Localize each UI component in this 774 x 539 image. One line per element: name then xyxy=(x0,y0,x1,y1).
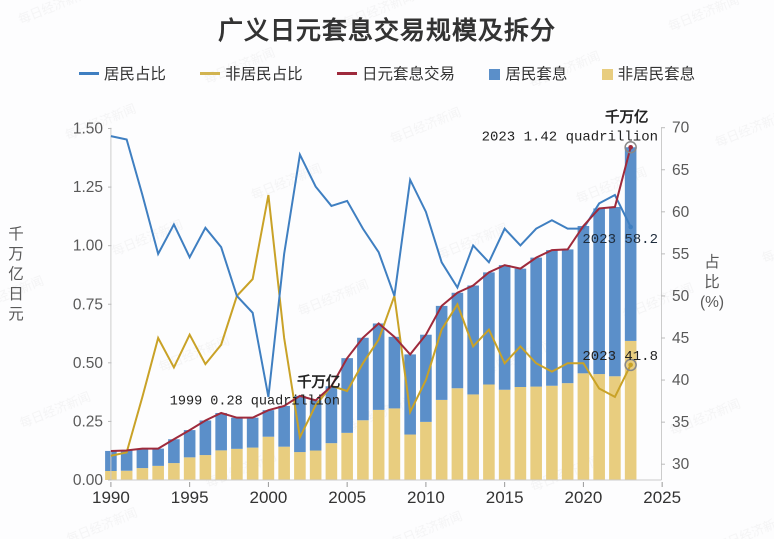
svg-text:2005: 2005 xyxy=(328,488,366,507)
svg-text:50: 50 xyxy=(672,288,690,305)
svg-text:70: 70 xyxy=(672,120,690,137)
svg-text:2020: 2020 xyxy=(564,488,602,507)
svg-text:60: 60 xyxy=(672,204,690,221)
svg-text:0.25: 0.25 xyxy=(73,413,103,430)
svg-text:2023 41.8: 2023 41.8 xyxy=(582,349,658,365)
svg-text:2023 58.2: 2023 58.2 xyxy=(582,232,658,248)
svg-text:65: 65 xyxy=(672,162,689,179)
svg-text:0.00: 0.00 xyxy=(73,472,104,489)
svg-text:1.50: 1.50 xyxy=(73,121,104,138)
svg-text:1.25: 1.25 xyxy=(73,179,103,196)
svg-text:2023 1.42 quadrillion: 2023 1.42 quadrillion xyxy=(482,130,658,146)
svg-text:45: 45 xyxy=(672,330,689,347)
svg-text:2000: 2000 xyxy=(249,488,287,507)
svg-text:2010: 2010 xyxy=(407,488,445,507)
svg-text:55: 55 xyxy=(672,246,689,263)
svg-text:0.50: 0.50 xyxy=(73,355,104,372)
svg-text:1995: 1995 xyxy=(171,488,209,507)
svg-text:30: 30 xyxy=(672,456,690,473)
svg-text:0.75: 0.75 xyxy=(73,296,103,313)
svg-text:千万亿: 千万亿 xyxy=(297,373,341,391)
svg-text:1999 0.28 quadrillion: 1999 0.28 quadrillion xyxy=(170,394,340,409)
svg-text:1.00: 1.00 xyxy=(73,238,104,255)
svg-text:2025: 2025 xyxy=(643,488,681,507)
svg-text:1990: 1990 xyxy=(92,488,130,507)
svg-text:35: 35 xyxy=(672,414,689,431)
svg-text:2015: 2015 xyxy=(486,488,524,507)
svg-text:40: 40 xyxy=(672,372,690,389)
svg-text:千万亿: 千万亿 xyxy=(605,108,649,126)
